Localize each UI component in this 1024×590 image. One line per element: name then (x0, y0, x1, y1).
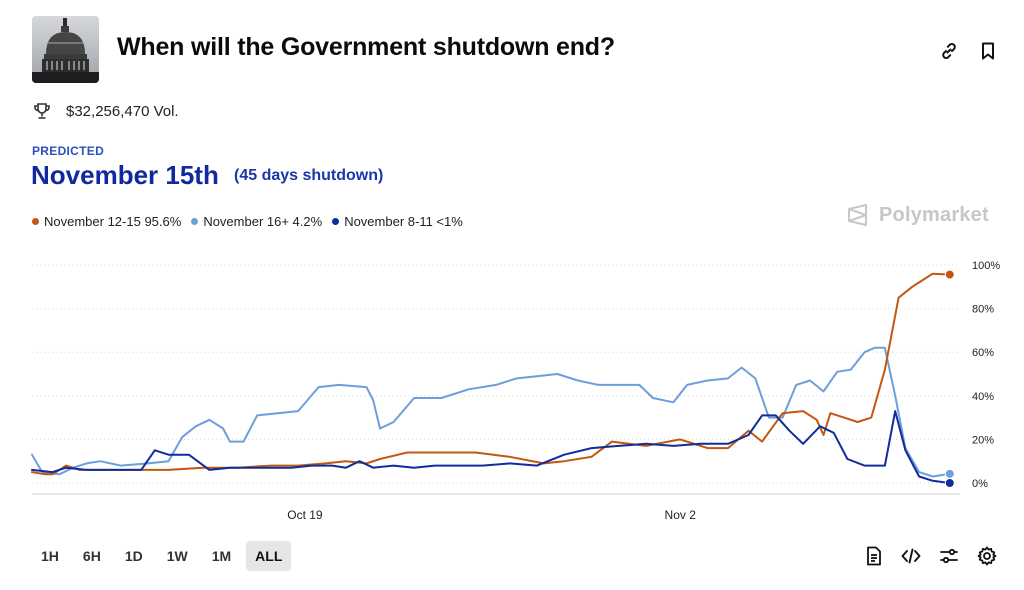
polymarket-logo-icon (848, 204, 867, 226)
y-tick-label: 40% (972, 391, 994, 403)
y-tick-label: 80% (972, 304, 994, 316)
legend-label: November 8-11 <1% (344, 214, 463, 229)
series-line (31, 346, 951, 478)
range-1d-button[interactable]: 1D (124, 548, 143, 564)
legend-item-nov-12-15[interactable]: November 12-15 95.6% (32, 214, 181, 229)
brand-name: Polymarket (879, 203, 989, 226)
range-1w-button[interactable]: 1W (166, 548, 188, 564)
series-end-marker (944, 468, 955, 479)
legend-item-nov-16-plus[interactable]: November 16+ 4.2% (191, 214, 322, 229)
range-1h-button[interactable]: 1H (41, 548, 59, 564)
link-icon[interactable] (938, 40, 960, 62)
legend-dot (32, 218, 39, 225)
legend-item-nov-8-11[interactable]: November 8-11 <1% (332, 214, 463, 229)
y-tick-label: 20% (972, 434, 994, 446)
y-tick-label: 100% (972, 260, 1000, 272)
range-all-button[interactable]: ALL (246, 541, 292, 571)
market-thumbnail (32, 16, 99, 83)
predicted-label: PREDICTED (32, 144, 105, 158)
predicted-value: November 15th (31, 160, 219, 190)
price-history-chart: 0% 20% 40% 60% 80% 100% Oct 19 Nov 2 (31, 260, 1000, 522)
legend-dot (191, 218, 199, 225)
series-end-marker (944, 478, 955, 488)
document-icon[interactable] (863, 545, 885, 567)
y-tick-label: 0% (972, 478, 988, 490)
market-title: When will the Government shutdown end? (117, 33, 615, 61)
settings-icon[interactable] (976, 545, 998, 567)
x-tick-label: Nov 2 (665, 508, 697, 522)
volume-text: $32,256,470 Vol. (66, 102, 179, 120)
sliders-icon[interactable] (938, 545, 960, 567)
time-range-selector: 1H 6H 1D 1W 1M ALL (32, 541, 297, 571)
code-icon[interactable] (900, 545, 922, 567)
x-tick-label: Oct 19 (287, 508, 323, 522)
legend-dot (332, 218, 340, 225)
volume-row: $32,256,470 Vol. (32, 100, 179, 122)
range-1m-button[interactable]: 1M (211, 548, 232, 564)
polymarket-brand: Polymarket (846, 203, 989, 227)
series-line (31, 272, 951, 476)
trophy-icon (34, 103, 50, 119)
series-line (31, 410, 951, 484)
predicted-subtitle: (45 days shutdown) (234, 167, 384, 184)
y-tick-label: 60% (972, 347, 994, 359)
legend-label: November 12-15 95.6% (44, 214, 182, 229)
legend-label: November 16+ 4.2% (203, 214, 323, 229)
chart-legend: November 12-15 95.6% November 16+ 4.2% N… (32, 214, 473, 229)
bookmark-icon[interactable] (977, 40, 999, 62)
series-end-marker (944, 269, 955, 280)
range-6h-button[interactable]: 6H (82, 548, 101, 564)
